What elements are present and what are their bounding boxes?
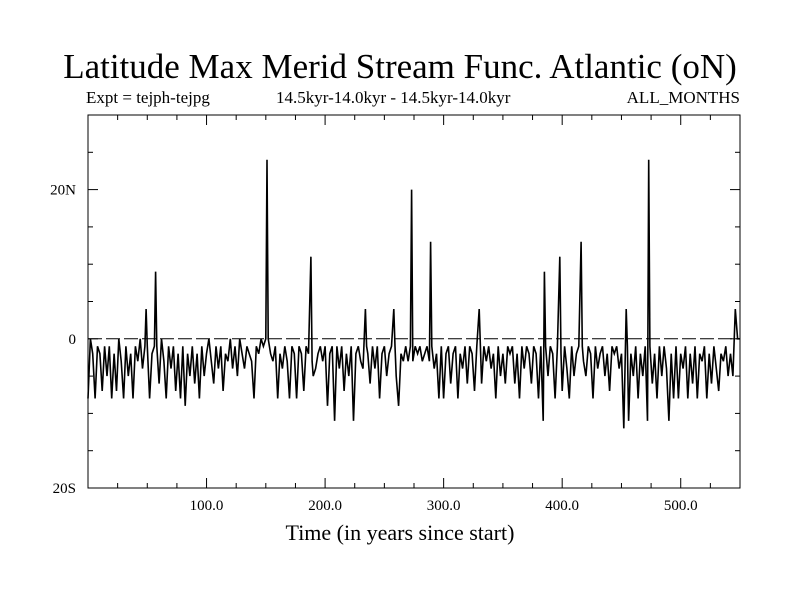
ticks-layer	[88, 115, 740, 488]
plot-frame	[87, 114, 741, 489]
series-line	[87, 159, 740, 429]
x-tick-label: 500.0	[664, 498, 698, 514]
x-tick-label: 200.0	[308, 498, 342, 514]
x-axis-label: Time (in years since start)	[285, 520, 515, 545]
chart-title: Latitude Max Merid Stream Func. Atlantic…	[63, 47, 737, 86]
x-tick-label: 400.0	[545, 498, 579, 514]
months-label: ALL_MONTHS	[626, 88, 740, 107]
x-tick-label: 100.0	[190, 498, 224, 514]
x-tick-label: 300.0	[427, 498, 461, 514]
experiment-label: Expt = tejph-tejpg	[86, 88, 210, 107]
period-label: 14.5kyr-14.0kyr - 14.5kyr-14.0kyr	[276, 88, 511, 107]
y-tick-label: 20N	[50, 183, 76, 199]
y-tick-label: 20S	[53, 481, 76, 497]
y-tick-label: 0	[69, 332, 77, 348]
tick-labels: 100.0 200.0 300.0 400.0 500.0 20S 0 20N	[50, 183, 697, 514]
